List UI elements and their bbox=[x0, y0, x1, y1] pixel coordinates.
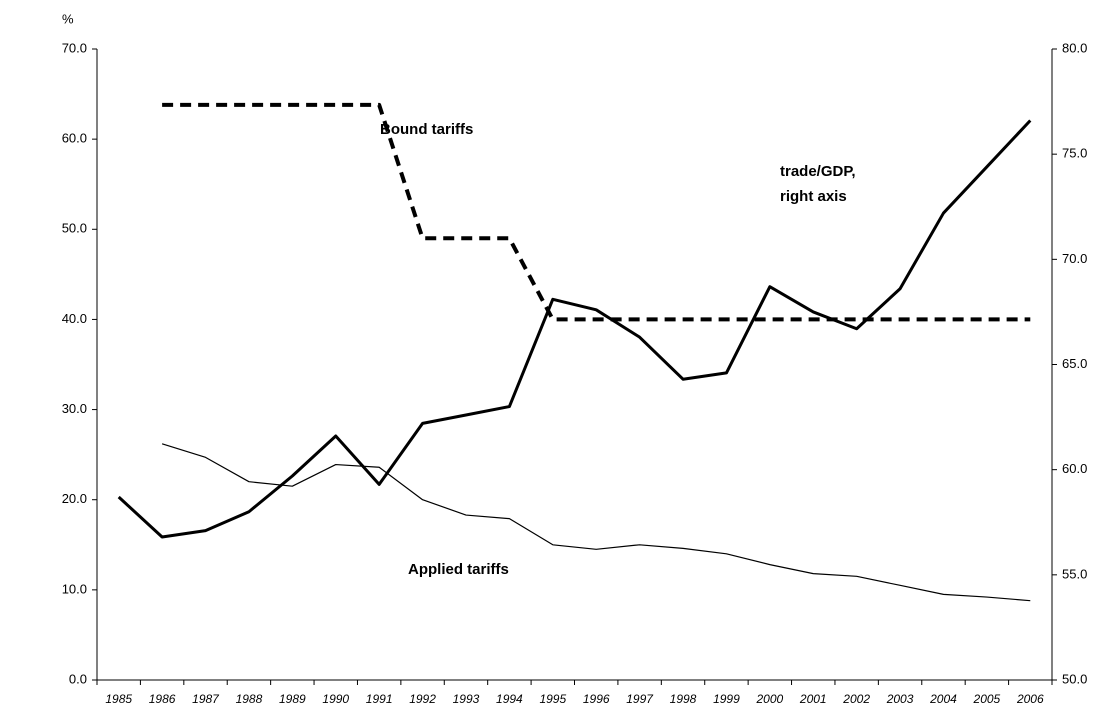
annotation: right axis bbox=[780, 188, 847, 205]
x-tick-label: 2003 bbox=[886, 692, 914, 706]
y-tick-label: 60.0 bbox=[62, 131, 87, 146]
y2-tick-label: 70.0 bbox=[1062, 251, 1087, 266]
x-tick-label: 2005 bbox=[973, 692, 1001, 706]
y2-tick-label: 80.0 bbox=[1062, 40, 1087, 55]
y2-tick-label: 75.0 bbox=[1062, 146, 1087, 161]
y-tick-label: 0.0 bbox=[69, 671, 87, 686]
x-tick-label: 1992 bbox=[409, 692, 436, 706]
y-tick-label: 70.0 bbox=[62, 40, 87, 55]
series-line bbox=[162, 102, 1031, 322]
x-tick-label: 1991 bbox=[366, 692, 393, 706]
y-axis-label: % bbox=[62, 11, 74, 26]
x-tick-label: 1987 bbox=[192, 692, 220, 706]
x-tick-label: 1998 bbox=[670, 692, 697, 706]
y-tick-label: 20.0 bbox=[62, 491, 87, 506]
series-line bbox=[161, 443, 1031, 602]
annotation: Bound tariffs bbox=[380, 121, 473, 138]
x-tick-label: 2004 bbox=[929, 692, 957, 706]
x-tick-label: 1988 bbox=[236, 692, 263, 706]
x-tick-label: 1985 bbox=[105, 692, 132, 706]
y2-tick-label: 60.0 bbox=[1062, 461, 1087, 476]
x-tick-label: 1997 bbox=[626, 692, 654, 706]
y-tick-label: 30.0 bbox=[62, 401, 87, 416]
x-tick-label: 2001 bbox=[799, 692, 827, 706]
x-tick-label: 2000 bbox=[755, 692, 783, 706]
x-tick-label: 1996 bbox=[583, 692, 610, 706]
y2-tick-label: 65.0 bbox=[1062, 356, 1087, 371]
x-tick-label: 1999 bbox=[713, 692, 740, 706]
x-tick-label: 2006 bbox=[1016, 692, 1044, 706]
annotation: Applied tariffs bbox=[408, 561, 509, 578]
x-tick-label: 1994 bbox=[496, 692, 523, 706]
y2-tick-label: 50.0 bbox=[1062, 671, 1087, 686]
annotation: trade/GDP, bbox=[780, 163, 856, 180]
x-tick-label: 1993 bbox=[453, 692, 480, 706]
x-tick-label: 2002 bbox=[842, 692, 870, 706]
y-tick-label: 10.0 bbox=[62, 581, 87, 596]
y2-tick-label: 55.0 bbox=[1062, 566, 1087, 581]
series-line bbox=[117, 119, 1032, 539]
y-tick-label: 40.0 bbox=[62, 311, 87, 326]
x-tick-label: 1990 bbox=[322, 692, 349, 706]
x-tick-label: 1995 bbox=[539, 692, 566, 706]
x-tick-label: 1986 bbox=[149, 692, 176, 706]
x-tick-label: 1989 bbox=[279, 692, 306, 706]
y-tick-label: 50.0 bbox=[62, 221, 87, 236]
